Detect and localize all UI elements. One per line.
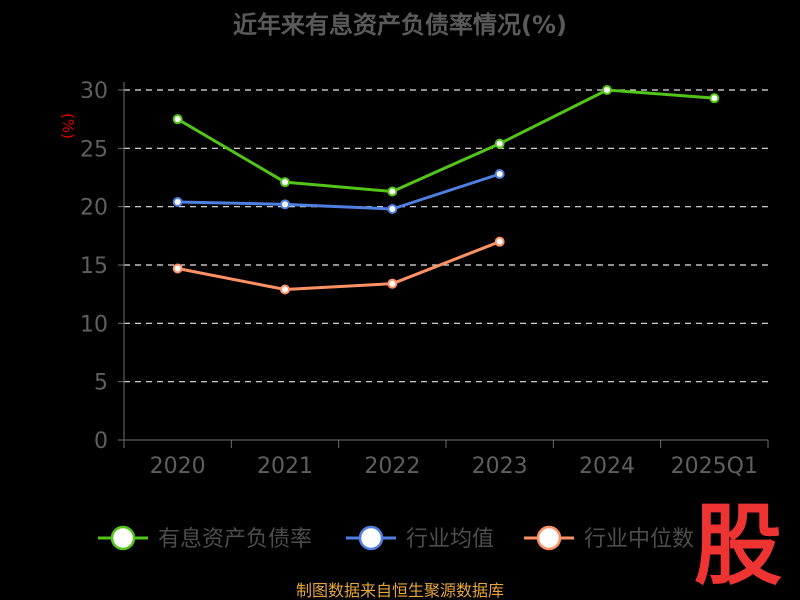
legend-marker-icon [536,525,562,551]
legend-item[interactable]: 有息资产负债率 [98,525,312,552]
legend-item[interactable]: 行业中位数 [524,525,694,552]
y-tick-label: 20 [80,196,108,221]
watermark-logo: 股 [694,494,782,597]
legend-label: 行业中位数 [584,527,694,552]
series [172,85,720,295]
chart-title: 近年来有息资产负债率情况(%) [233,11,567,39]
data-point[interactable] [387,204,398,214]
y-tick-label: 25 [80,137,108,162]
x-tick-label: 2022 [364,454,420,479]
legend-marker-icon [358,525,384,551]
data-point[interactable] [709,93,720,104]
x-tick-labels: 2020 2021 2022 2023 2024 2025Q1 [150,454,758,479]
data-point[interactable] [602,85,612,95]
legend[interactable]: 有息资产负债率 行业均值 行业中位数 [98,525,694,552]
data-point[interactable] [387,186,398,197]
x-tick-label: 2021 [257,454,313,479]
data-point[interactable] [172,263,183,274]
series-line [177,172,501,211]
y-tick-label: 0 [94,429,108,454]
data-point[interactable] [494,138,505,149]
y-tick-label: 10 [80,312,108,337]
legend-label: 有息资产负债率 [158,527,312,552]
x-tick-label: 2020 [150,454,206,479]
x-tick-label: 2025Q1 [671,454,758,479]
y-axis-unit: (%) [59,113,77,139]
source-footer: 制图数据来自恒生聚源数据库 [296,581,504,600]
data-point[interactable] [280,199,290,210]
data-point[interactable] [494,236,505,247]
series-行业中位数 [172,236,505,295]
series-line [176,88,715,193]
x-tick-label: 2023 [472,454,528,479]
data-point[interactable] [172,197,183,207]
y-tick-labels: 0 5 10 15 20 25 30 [80,79,108,454]
data-point[interactable] [280,284,290,295]
y-tick-label: 15 [80,254,108,279]
data-point[interactable] [387,278,398,289]
legend-item[interactable]: 行业均值 [346,525,494,552]
axes [118,82,769,448]
series-line [177,240,501,291]
data-point[interactable] [494,169,505,179]
series-有息资产负债率 [172,85,720,197]
legend-marker-icon [110,525,136,551]
x-tick-label: 2024 [579,454,635,479]
y-tick-label: 5 [94,371,108,396]
legend-label: 行业均值 [406,527,494,552]
data-point[interactable] [280,177,290,188]
gridlines [124,89,768,383]
series-行业均值 [172,169,505,214]
y-tick-label: 30 [80,79,108,104]
data-point[interactable] [172,114,183,125]
